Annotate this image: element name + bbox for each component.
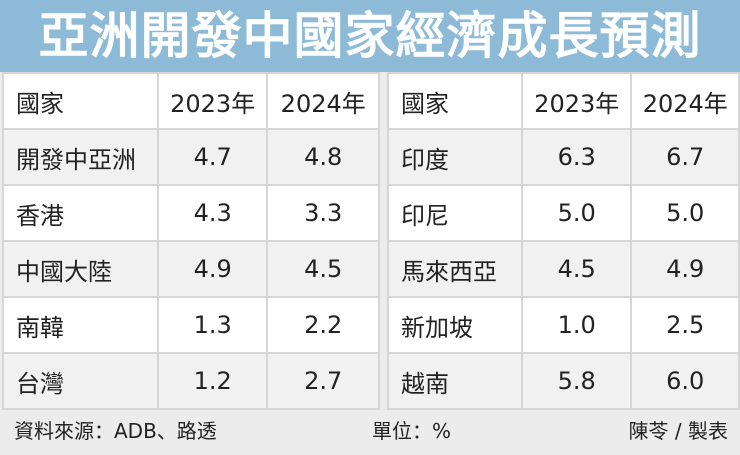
header-row: 國家 2023年 2024年 <box>387 72 740 130</box>
value-2024-cell: 4.8 <box>266 128 380 186</box>
column-header: 2024年 <box>266 72 380 130</box>
value-2024-cell: 4.9 <box>630 240 740 298</box>
footer: 資料來源：ADB、路透 單位：% 陳苓 / 製表 <box>0 408 740 455</box>
country-cell: 南韓 <box>2 296 159 354</box>
value-2024-cell: 2.5 <box>630 296 740 354</box>
table-row: 印度 6.3 6.7 <box>387 128 740 186</box>
value-2023-cell: 5.0 <box>520 184 633 242</box>
country-cell: 開發中亞洲 <box>2 128 159 186</box>
table-row: 南韓 1.3 2.2 <box>2 296 380 354</box>
value-2023-cell: 4.3 <box>156 184 269 242</box>
column-header: 2023年 <box>520 72 633 130</box>
table-row: 香港 4.3 3.3 <box>2 184 380 242</box>
unit-note: 單位：% <box>372 419 452 443</box>
column-header: 2024年 <box>630 72 740 130</box>
table-row: 新加坡 1.0 2.5 <box>387 296 740 354</box>
table-row: 中國大陸 4.9 4.5 <box>2 240 380 298</box>
country-cell: 馬來西亞 <box>387 240 523 298</box>
table-left: 國家 2023年 2024年 開發中亞洲 4.7 4.8 香港 4.3 3.3 中國… <box>2 72 380 410</box>
value-2023-cell: 6.3 <box>520 128 633 186</box>
country-cell: 印度 <box>387 128 523 186</box>
value-2023-cell: 1.2 <box>156 352 269 410</box>
value-2023-cell: 4.7 <box>156 128 269 186</box>
value-2023-cell: 4.9 <box>156 240 269 298</box>
value-2024-cell: 2.7 <box>266 352 380 410</box>
table-right: 國家 2023年 2024年 印度 6.3 6.7 印尼 5.0 5.0 馬來西亞 … <box>387 72 740 410</box>
table-row: 台灣 1.2 2.7 <box>2 352 380 410</box>
country-cell: 新加坡 <box>387 296 523 354</box>
country-cell: 越南 <box>387 352 523 410</box>
column-header: 國家 <box>387 72 523 130</box>
value-2024-cell: 6.0 <box>630 352 740 410</box>
column-header: 國家 <box>2 72 159 130</box>
value-2024-cell: 2.2 <box>266 296 380 354</box>
value-2023-cell: 4.5 <box>520 240 633 298</box>
country-cell: 香港 <box>2 184 159 242</box>
table-row: 開發中亞洲 4.7 4.8 <box>2 128 380 186</box>
value-2024-cell: 4.5 <box>266 240 380 298</box>
credit-note: 陳苓 / 製表 <box>628 419 728 443</box>
value-2023-cell: 1.0 <box>520 296 633 354</box>
table-row: 馬來西亞 4.5 4.9 <box>387 240 740 298</box>
value-2024-cell: 6.7 <box>630 128 740 186</box>
page-title: 亞洲開發中國家經濟成長預測 <box>0 0 740 72</box>
country-cell: 台灣 <box>2 352 159 410</box>
source-note: 資料來源：ADB、路透 <box>14 419 217 443</box>
value-2023-cell: 1.3 <box>156 296 269 354</box>
table-row: 印尼 5.0 5.0 <box>387 184 740 242</box>
country-cell: 印尼 <box>387 184 523 242</box>
value-2024-cell: 3.3 <box>266 184 380 242</box>
country-cell: 中國大陸 <box>2 240 159 298</box>
value-2023-cell: 5.8 <box>520 352 633 410</box>
value-2024-cell: 5.0 <box>630 184 740 242</box>
column-header: 2023年 <box>156 72 269 130</box>
table-row: 越南 5.8 6.0 <box>387 352 740 410</box>
header-row: 國家 2023年 2024年 <box>2 72 380 130</box>
